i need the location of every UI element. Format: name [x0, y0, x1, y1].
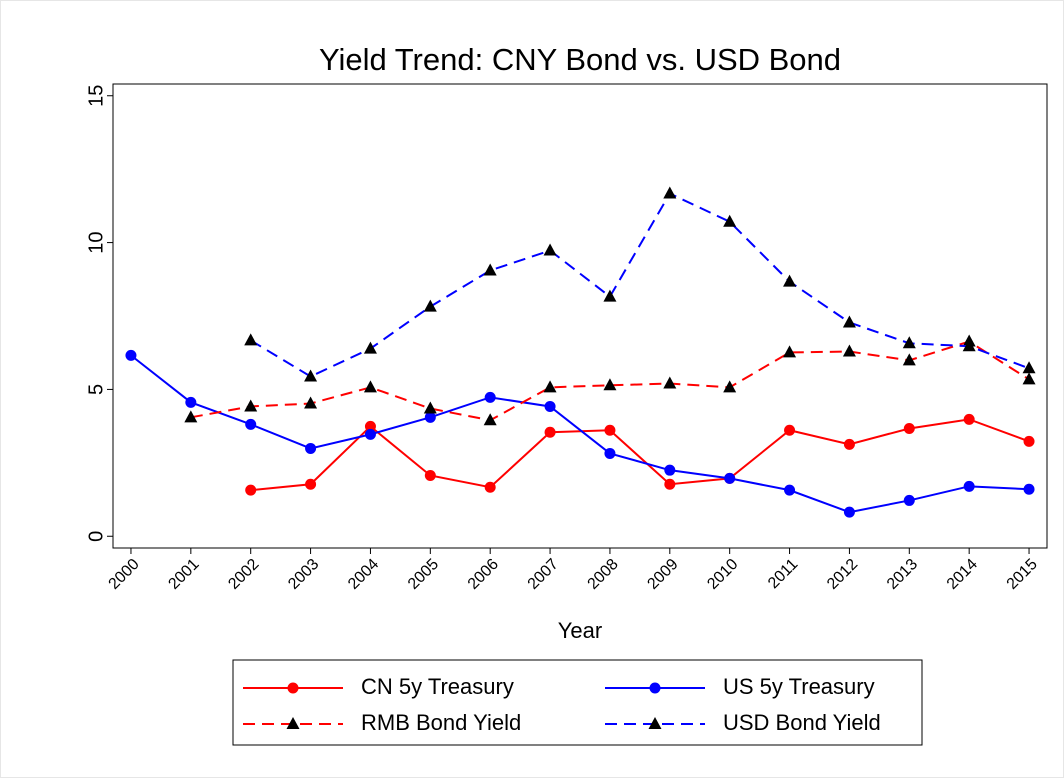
point	[363, 380, 377, 393]
point	[543, 380, 557, 393]
point	[244, 399, 258, 412]
series-line	[130, 354, 1030, 514]
series-line	[250, 418, 1030, 492]
point	[544, 400, 556, 412]
point	[663, 186, 677, 199]
point	[842, 315, 856, 328]
legend-label: US 5y Treasury	[723, 674, 875, 699]
point	[604, 424, 616, 436]
point	[1023, 435, 1035, 447]
point	[364, 428, 376, 440]
x-axis-title: Year	[558, 618, 602, 643]
point	[962, 339, 976, 352]
point	[664, 464, 676, 476]
point	[305, 442, 317, 454]
legend-marker	[648, 717, 662, 729]
y-tick-label: 15	[85, 85, 107, 107]
point	[604, 447, 616, 459]
point	[424, 469, 436, 481]
plot-area	[112, 83, 1048, 549]
point	[784, 424, 796, 436]
point	[543, 243, 557, 256]
point	[1022, 361, 1036, 374]
point	[903, 422, 915, 434]
y-tick-label: 10	[85, 231, 107, 253]
legend-marker	[286, 717, 300, 729]
point	[364, 420, 376, 432]
legend-marker	[287, 682, 299, 694]
point	[185, 396, 197, 408]
point	[244, 333, 258, 346]
point	[784, 484, 796, 496]
point	[483, 413, 497, 426]
point	[783, 345, 797, 358]
point	[843, 506, 855, 518]
point	[1022, 372, 1036, 385]
point	[184, 410, 198, 423]
point	[902, 353, 916, 366]
point	[305, 478, 317, 490]
point	[723, 214, 737, 227]
point	[544, 426, 556, 438]
point	[484, 391, 496, 403]
legend-label: RMB Bond Yield	[361, 710, 521, 735]
point	[963, 413, 975, 425]
point	[663, 376, 677, 389]
point	[304, 396, 318, 409]
legend-box	[232, 659, 923, 746]
point	[603, 378, 617, 391]
point	[484, 481, 496, 493]
point	[903, 494, 915, 506]
point	[902, 336, 916, 349]
point	[423, 401, 437, 414]
point	[304, 369, 318, 382]
point	[245, 484, 257, 496]
point	[423, 299, 437, 312]
point	[424, 411, 436, 423]
legend: CN 5y Treasury US 5y Treasury RMB Bond Yie…	[232, 659, 923, 746]
point	[245, 418, 257, 430]
legend-label: CN 5y Treasury	[361, 674, 514, 699]
point	[125, 349, 137, 361]
legend-marker	[649, 682, 661, 694]
chart-title: Yield Trend: CNY Bond vs. USD Bond	[319, 42, 841, 77]
point	[723, 380, 737, 393]
series-line	[250, 192, 1030, 378]
point	[783, 274, 797, 287]
point	[724, 472, 736, 484]
point	[664, 478, 676, 490]
point	[842, 344, 856, 357]
series-line	[190, 340, 1030, 422]
point	[1023, 483, 1035, 495]
y-tick-label: 5	[85, 384, 107, 395]
point	[843, 438, 855, 450]
point	[483, 263, 497, 276]
point	[363, 341, 377, 354]
point	[603, 289, 617, 302]
point	[963, 480, 975, 492]
legend-label: USD Bond Yield	[723, 710, 881, 735]
y-tick-label: 0	[85, 531, 107, 542]
